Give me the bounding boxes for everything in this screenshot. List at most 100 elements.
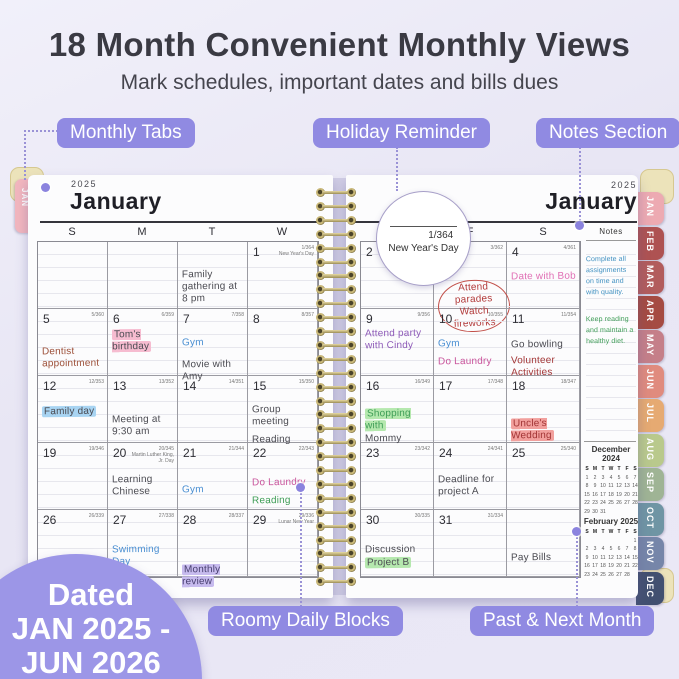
mini-day-number: 31	[600, 508, 606, 515]
mini-day-number: 15	[632, 554, 638, 561]
month-tab-feb[interactable]: FEB	[636, 226, 664, 260]
month-tab-aug[interactable]: AUG	[636, 433, 664, 467]
handwritten-entries: Go bowling Volunteer Activities	[511, 325, 577, 379]
entry-text: Volunteer Activities	[510, 354, 556, 379]
mini-day-number: 20	[624, 491, 630, 498]
spiral-coil-bar	[322, 274, 350, 278]
month-tab-jan[interactable]: JAN	[636, 192, 664, 225]
day-of-year: 1/364 New Year's Day	[268, 245, 314, 257]
month-tab-label: FEB	[645, 230, 655, 252]
calendar-day-cell: Family gathering at 8 pm	[178, 242, 248, 309]
spiral-coil	[316, 493, 356, 503]
mini-calendar-title: February 2025	[583, 517, 639, 526]
month-tab-oct[interactable]: OCT	[636, 502, 664, 536]
entry-text: Dentist appointment	[41, 345, 100, 370]
month-tab-sep[interactable]: SEP	[636, 468, 664, 501]
month-tab-dec[interactable]: DEC	[636, 571, 664, 605]
spiral-coil	[316, 535, 356, 545]
mini-day-header: M	[592, 466, 598, 472]
mini-day-number: 5	[617, 474, 621, 481]
mini-day-number: 18	[608, 491, 614, 498]
calendar-day-cell: 16 16/349 Shopping with Mommy	[361, 376, 434, 444]
badge-line-3: JUN 2026	[21, 645, 161, 679]
mini-day-number	[599, 537, 607, 546]
day-number: 9	[366, 312, 373, 326]
day-number: 15	[253, 379, 267, 393]
mini-day-number: 7	[633, 474, 637, 481]
left-month-grid: Family gathering at 8 pm 1 1/364 New Year's…	[37, 241, 319, 588]
handwritten-entries: Gym Do Laundry	[438, 325, 504, 368]
month-tab-jun[interactable]: JUN	[636, 364, 664, 398]
day-number: 20	[113, 446, 127, 460]
calendar-day-cell: 19 19/346	[38, 443, 108, 510]
mini-day-number: 13	[616, 554, 622, 561]
calendar-day-cell: 15 15/350 Group meeting Reading	[248, 376, 318, 445]
handwritten-entries: Deadline for project A	[438, 459, 504, 498]
mini-day-number: 24	[592, 571, 598, 578]
entry-text: Go bowling	[510, 338, 564, 351]
spiral-coil	[316, 215, 356, 225]
handwritten-entry: Dentist appointment	[42, 346, 105, 371]
callout-monthly-tabs: Monthly Tabs	[57, 118, 195, 148]
notes-header: Notes	[599, 227, 623, 236]
day-header-W: W	[276, 226, 288, 238]
day-number: 19	[43, 446, 57, 460]
month-tab-nov[interactable]: NOV	[636, 537, 664, 570]
note-entry: Keep reading and maintain a healthy diet…	[585, 315, 634, 346]
handwritten-entry: Reading	[252, 495, 315, 508]
mini-day-number: 10	[600, 483, 606, 489]
calendar-day-cell: Pay Bills	[507, 510, 580, 577]
connector-past-next-month	[576, 534, 578, 607]
entry-text: Gym	[181, 484, 204, 496]
mini-day-number: 11	[608, 483, 614, 489]
mini-calendar-grid: S M T W T F S 1 2 3 4 5 6 7 8 9 10 11 12 13 14 15 16 17 18 19 20 21…	[583, 528, 639, 579]
day-of-year: 31/334	[487, 513, 503, 519]
left-page-year: 2025	[71, 179, 98, 189]
calendar-day-cell: 30 30/335 Discussion Project B	[361, 510, 434, 577]
handwritten-entries: Gym	[182, 459, 245, 496]
day-of-year: 19/346	[88, 446, 104, 452]
month-tab-jul[interactable]: JUL	[636, 399, 664, 432]
entry-text: Reading	[251, 494, 291, 507]
spiral-coil-bar	[322, 399, 350, 403]
mini-calendar-february-2025: February 2025 S M T W T F S 1 2 3 4 5 6 7 8 9 10 11 12 13 14 1…	[583, 517, 639, 579]
day-of-year: 27/338	[158, 513, 174, 519]
entry-text: Deadline for project A	[437, 473, 495, 498]
month-tab-apr[interactable]: APR	[636, 295, 664, 329]
entry-text: Project B	[364, 556, 412, 569]
day-of-year: 14/351	[228, 379, 244, 385]
month-tab-mar[interactable]: MAR	[636, 261, 664, 294]
calendar-day-cell: 18 18/347 Uncle's Wedding	[507, 376, 580, 443]
mini-day-number: 10	[592, 554, 598, 561]
handwritten-entries: Tom's birthday	[111, 325, 175, 353]
day-number: 26	[43, 513, 57, 527]
mini-day-number	[615, 508, 623, 517]
spiral-coil-bar	[322, 552, 350, 556]
handwritten-entries: Family gathering at 8 pm	[182, 258, 245, 305]
calendar-day-cell: 22 22/343 Do Laundry Reading	[248, 443, 318, 510]
mini-day-header: S	[633, 529, 637, 535]
handwritten-entries: Do Laundry Reading	[252, 459, 315, 507]
entry-text: Uncle's Wedding	[510, 417, 554, 442]
day-of-year: 23/342	[414, 446, 430, 452]
day-of-year: 25/340	[560, 446, 576, 452]
month-tab-may[interactable]: MAY	[636, 330, 664, 363]
day-of-year: 17/348	[487, 379, 503, 385]
mini-day-number: 1	[633, 537, 637, 544]
handwritten-entry: Gym	[182, 337, 245, 350]
entry-text: Family day	[41, 405, 97, 418]
day-number: 28	[183, 513, 197, 527]
handwritten-entry: Meeting at 9:30 am	[112, 414, 175, 439]
handwritten-entries: Uncle's Wedding	[510, 392, 577, 442]
callout-roomy-daily-blocks: Roomy Daily Blocks	[208, 606, 403, 636]
day-number: 8	[253, 312, 260, 326]
calendar-day-cell: 14 14/351	[178, 376, 248, 443]
holiday-label: Lunar New Year	[278, 519, 314, 525]
spiral-coil	[316, 257, 356, 267]
badge-line-1: Dated	[47, 577, 135, 612]
day-number: 6	[113, 312, 120, 326]
spiral-coil-bar	[322, 218, 350, 222]
mini-day-number	[623, 508, 631, 517]
mini-day-header: T	[617, 466, 621, 472]
